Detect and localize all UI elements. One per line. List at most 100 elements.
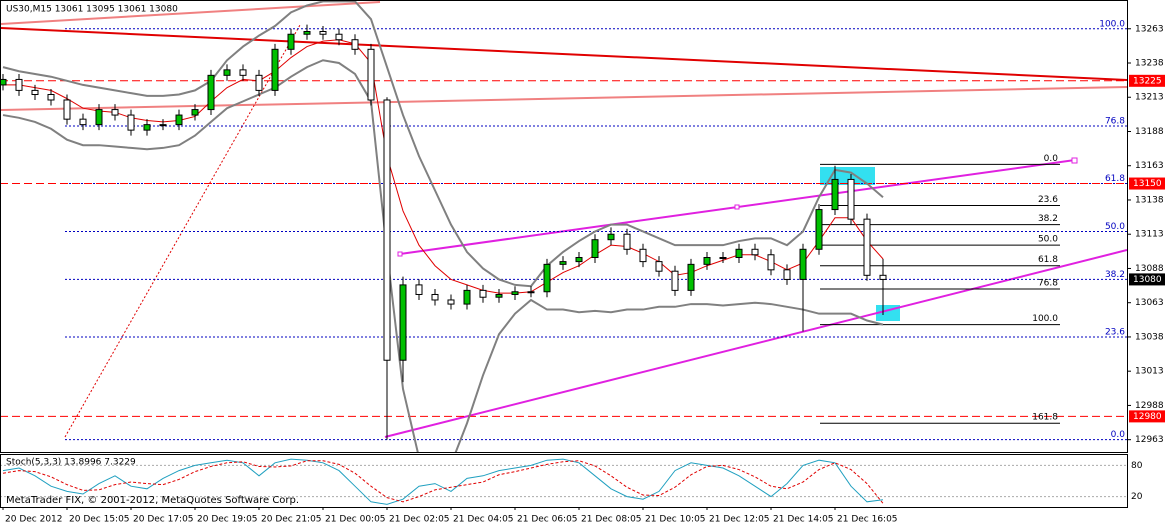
price-tag <box>1129 74 1165 87</box>
y-tick-label: 13138 <box>1135 195 1164 205</box>
y-tick-label: 13113 <box>1135 230 1164 240</box>
price-tag <box>1129 177 1165 190</box>
candle-body <box>463 289 471 305</box>
bollinger-upper <box>2 1 884 288</box>
fib-label: 50.0 <box>1105 222 1125 232</box>
candle-body <box>735 248 743 259</box>
fib-label: 38.2 <box>1105 270 1125 280</box>
candle-body <box>479 289 487 298</box>
x-tick-label: 20 Dec 17:05 <box>133 515 194 525</box>
candle-body <box>255 74 263 91</box>
fib-label: 61.8 <box>1105 174 1125 184</box>
candle-body <box>31 89 39 96</box>
candle-body <box>495 293 503 298</box>
candle-body <box>831 178 839 211</box>
candle-body <box>431 293 439 301</box>
anchor <box>397 251 403 257</box>
candle-body <box>543 263 551 293</box>
candle-body <box>383 99 391 361</box>
candle-body <box>95 109 103 126</box>
fib-label: 23.6 <box>1038 195 1058 205</box>
fib-label: 23.6 <box>1105 327 1125 337</box>
fib-label: 76.8 <box>1038 279 1058 289</box>
candle-body <box>607 233 615 241</box>
candle-body <box>719 257 727 260</box>
candle-body <box>143 124 151 131</box>
candle-body <box>623 233 631 250</box>
trend-line <box>1 27 1127 81</box>
fib-label: 100.0 <box>1032 314 1058 324</box>
candle-body <box>63 99 71 120</box>
x-tick-label: 21 Dec 00:05 <box>325 515 386 525</box>
x-tick-label: 20 Dec 15:05 <box>69 515 130 525</box>
y-tick-label: 13063 <box>1135 298 1164 308</box>
stoch-d <box>2 460 884 504</box>
channel-line <box>384 249 1127 438</box>
y-tick-label: 12963 <box>1135 435 1164 445</box>
price-tag <box>1129 410 1165 423</box>
candle-body <box>783 269 791 280</box>
candle-body <box>127 114 135 131</box>
copyright: MetaTrader FIX, © 2001-2012, MetaQuotes … <box>6 495 299 506</box>
candle-body <box>319 31 327 35</box>
bid-tag <box>1129 273 1165 286</box>
x-tick-label: 20 Dec 2012 <box>5 515 63 525</box>
candle-body <box>447 299 455 305</box>
candle-body <box>879 274 887 280</box>
candle-body <box>687 263 695 291</box>
candle-body <box>367 48 375 101</box>
y-tick-label: 13163 <box>1135 161 1164 171</box>
x-tick-label: 21 Dec 08:05 <box>581 515 642 525</box>
x-tick-label: 21 Dec 02:05 <box>389 515 450 525</box>
candle-body <box>79 118 87 126</box>
bollinger-lower <box>2 59 884 452</box>
stoch-panel <box>0 454 1128 508</box>
anchor <box>734 204 740 210</box>
candle-body <box>527 291 535 294</box>
candle-body <box>399 284 407 361</box>
candle-body <box>223 69 231 76</box>
candle-body <box>303 31 311 35</box>
candle-body <box>335 33 343 41</box>
fib-label: 61.8 <box>1038 255 1058 265</box>
candle-body <box>671 270 679 291</box>
y-tick-label: 13213 <box>1135 93 1164 103</box>
anchor <box>1071 157 1078 164</box>
fib-label: 76.8 <box>1105 117 1125 127</box>
x-tick-label: 20 Dec 21:05 <box>261 515 322 525</box>
candle-body <box>815 209 823 250</box>
candle-body <box>415 284 423 295</box>
candle-body <box>111 109 119 116</box>
candle-body <box>511 291 519 295</box>
bid-label: 13080 <box>1133 275 1162 285</box>
candle-body <box>159 124 167 127</box>
trend-line <box>1 1 381 25</box>
x-tick-label: 21 Dec 12:05 <box>709 515 770 525</box>
main-panel <box>0 0 1128 453</box>
candle-body <box>751 248 759 256</box>
fib-label: 161.8 <box>1032 413 1058 423</box>
candle-body <box>655 261 663 272</box>
x-tick-label: 21 Dec 16:05 <box>837 515 898 525</box>
price-layer <box>1 1 1127 452</box>
candle-body <box>767 254 775 271</box>
fib-label: 0.0 <box>1044 154 1059 164</box>
y-tick-label: 13188 <box>1135 127 1164 137</box>
candle-body <box>287 33 295 50</box>
candle-body <box>239 69 247 76</box>
fib-label: 100.0 <box>1099 19 1125 29</box>
y-tick-label: 13088 <box>1135 264 1164 274</box>
candle-body <box>799 248 807 280</box>
candle-body <box>15 78 23 91</box>
y-tick-label: 12988 <box>1135 401 1164 411</box>
stoch-tick-label: 80 <box>1131 461 1143 471</box>
candle-body <box>175 114 183 126</box>
candle-body <box>47 94 55 101</box>
trend-line <box>1 86 1127 111</box>
y-tick-label: 13263 <box>1135 24 1164 34</box>
candle-body <box>351 39 359 50</box>
candle-body <box>191 109 199 116</box>
x-tick-label: 21 Dec 06:05 <box>517 515 578 525</box>
y-tick-label: 13038 <box>1135 332 1164 342</box>
